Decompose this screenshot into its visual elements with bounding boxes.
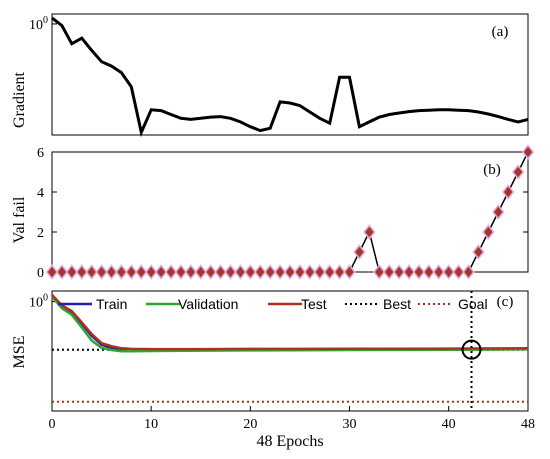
val-fail-point xyxy=(204,264,217,280)
y-tick-label: 6 xyxy=(37,146,44,161)
val-fail-point xyxy=(452,264,465,280)
val-fail-point xyxy=(254,264,267,280)
panel-a-frame xyxy=(51,13,529,136)
mse-lines xyxy=(51,293,529,403)
panel-c-x-ticks: 0 10 20 30 40 48 xyxy=(49,406,535,432)
panel-b: 0 2 4 6 (b) Val fail xyxy=(11,144,535,281)
panel-b-ylabel: Val fail xyxy=(11,196,28,243)
val-fail-point xyxy=(333,264,346,280)
val-fail-point xyxy=(323,264,336,280)
val-fail-point xyxy=(264,264,277,280)
val-fail-markers xyxy=(45,144,535,280)
val-fail-point xyxy=(95,264,108,280)
x-tick-label: 20 xyxy=(243,417,257,432)
y-tick-label: 4 xyxy=(37,186,44,201)
panel-a-y-ticks: 100 xyxy=(29,15,57,33)
val-fail-point xyxy=(145,264,158,280)
x-tick-label: 0 xyxy=(49,417,56,432)
val-fail-point xyxy=(511,164,525,180)
val-fail-point xyxy=(303,264,316,280)
best-epoch-marker xyxy=(461,339,482,360)
y-tick-label: 0 xyxy=(37,266,44,281)
val-fail-point xyxy=(383,264,396,280)
panel-c-ylabel: MSE xyxy=(11,336,28,369)
val-fail-line xyxy=(52,151,529,273)
x-tick-label: 40 xyxy=(442,417,456,432)
panel-c: 100 0 10 20 30 40 48 (c) MSE 48 Epochs Train V… xyxy=(11,290,535,450)
val-fail-point xyxy=(472,244,485,260)
val-fail-point xyxy=(115,264,128,280)
val-fail-point xyxy=(154,264,168,280)
val-fail-point xyxy=(422,264,435,280)
y-tick-label: 100 xyxy=(29,15,48,33)
panel-c-tag: (c) xyxy=(497,294,514,310)
mse-legend: Train Validation Test Best Goal xyxy=(58,296,488,312)
val-fail-point xyxy=(244,264,257,280)
panel-b-tag: (b) xyxy=(483,162,501,178)
val-fail-point xyxy=(125,264,138,280)
x-tick-label: 48 xyxy=(521,417,535,432)
val-fail-point xyxy=(502,184,515,200)
x-tick-label: 10 xyxy=(144,417,158,432)
gradient-line xyxy=(51,16,529,138)
val-fail-point xyxy=(482,224,495,240)
val-fail-point xyxy=(234,264,247,280)
y-tick-label: 2 xyxy=(37,226,44,241)
val-fail-point xyxy=(105,264,118,280)
legend-label-test: Test xyxy=(301,296,327,312)
panel-b-y-ticks: 0 2 4 6 xyxy=(37,146,528,281)
val-fail-point xyxy=(135,264,148,280)
val-fail-point xyxy=(412,264,426,280)
val-fail-point xyxy=(442,264,455,280)
val-fail-point xyxy=(45,264,59,280)
val-fail-point xyxy=(55,264,69,280)
panel-a: 100 (a) Gradient xyxy=(11,13,529,138)
val-fail-point xyxy=(283,264,297,280)
val-fail-point xyxy=(273,264,287,280)
val-fail-point xyxy=(402,264,416,280)
val-fail-point xyxy=(164,264,178,280)
val-fail-point xyxy=(194,264,207,280)
val-fail-point xyxy=(462,264,475,280)
val-fail-point xyxy=(85,264,98,280)
legend-label-validation: Validation xyxy=(178,296,238,312)
val-fail-point xyxy=(363,224,376,240)
x-tick-label: 30 xyxy=(343,417,357,432)
legend-label-best: Best xyxy=(383,296,411,312)
val-fail-point xyxy=(224,264,237,280)
val-fail-point xyxy=(373,264,386,280)
val-fail-point xyxy=(174,264,188,280)
panel-c-frame xyxy=(51,290,529,412)
panel-a-tag: (a) xyxy=(492,24,509,40)
panel-a-ylabel: Gradient xyxy=(11,71,28,128)
val-fail-point xyxy=(392,264,406,280)
panel-b-frame xyxy=(51,151,529,273)
val-fail-point xyxy=(492,204,505,220)
y-tick-label: 100 xyxy=(29,293,48,311)
val-fail-point xyxy=(521,144,535,160)
val-fail-point xyxy=(353,244,366,260)
mse-series-test xyxy=(51,293,529,351)
val-fail-point xyxy=(293,264,307,280)
panel-c-xlabel: 48 Epochs xyxy=(256,433,323,450)
val-fail-point xyxy=(65,264,78,280)
legend-label-goal: Goal xyxy=(458,296,488,312)
val-fail-point xyxy=(75,264,88,280)
legend-label-train: Train xyxy=(96,296,127,312)
val-fail-point xyxy=(343,264,356,280)
val-fail-point xyxy=(313,264,326,280)
val-fail-point xyxy=(184,264,197,280)
val-fail-point xyxy=(432,264,445,280)
val-fail-point xyxy=(214,264,227,280)
